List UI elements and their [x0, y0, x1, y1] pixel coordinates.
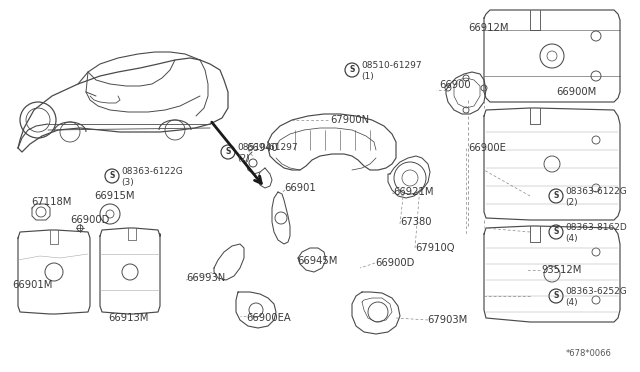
- Text: 66901: 66901: [284, 183, 316, 193]
- Text: 08363-6122G: 08363-6122G: [565, 187, 627, 196]
- Text: 93512M: 93512M: [541, 265, 581, 275]
- Text: 66900M: 66900M: [556, 87, 596, 97]
- Text: 66900D: 66900D: [375, 258, 414, 268]
- Text: 66912M: 66912M: [468, 23, 509, 33]
- Text: 08363-6252G: 08363-6252G: [565, 288, 627, 296]
- Text: 66940: 66940: [246, 143, 278, 153]
- Text: (2): (2): [565, 198, 578, 206]
- Text: 67118M: 67118M: [31, 197, 72, 207]
- Text: 66993N: 66993N: [186, 273, 225, 283]
- Text: 66921M: 66921M: [393, 187, 433, 197]
- Text: 66913M: 66913M: [108, 313, 148, 323]
- Text: S: S: [554, 292, 559, 301]
- Text: S: S: [109, 171, 115, 180]
- Text: (4): (4): [565, 234, 578, 243]
- Text: S: S: [349, 65, 355, 74]
- Text: 08363-6122G: 08363-6122G: [121, 167, 183, 176]
- Text: *678*0066: *678*0066: [566, 349, 612, 358]
- Text: 08510-61297: 08510-61297: [361, 61, 422, 71]
- Text: (3): (3): [121, 177, 134, 186]
- Text: 08510-61297: 08510-61297: [237, 144, 298, 153]
- Text: 67903M: 67903M: [427, 315, 467, 325]
- Text: 66900E: 66900E: [468, 143, 506, 153]
- Text: (2): (2): [237, 154, 250, 163]
- Text: (4): (4): [565, 298, 578, 307]
- Text: 67900N: 67900N: [330, 115, 369, 125]
- Text: 66901M: 66901M: [12, 280, 52, 290]
- Text: 66945M: 66945M: [297, 256, 337, 266]
- Text: S: S: [554, 228, 559, 237]
- Text: 66900D: 66900D: [70, 215, 109, 225]
- Text: (1): (1): [361, 71, 374, 80]
- Text: 67380: 67380: [400, 217, 431, 227]
- Text: S: S: [225, 148, 230, 157]
- Text: S: S: [554, 192, 559, 201]
- Text: 66900EA: 66900EA: [246, 313, 291, 323]
- Text: 66900: 66900: [439, 80, 470, 90]
- Text: 08363-8162D: 08363-8162D: [565, 224, 627, 232]
- Text: 67910Q: 67910Q: [415, 243, 454, 253]
- Text: 66915M: 66915M: [94, 191, 134, 201]
